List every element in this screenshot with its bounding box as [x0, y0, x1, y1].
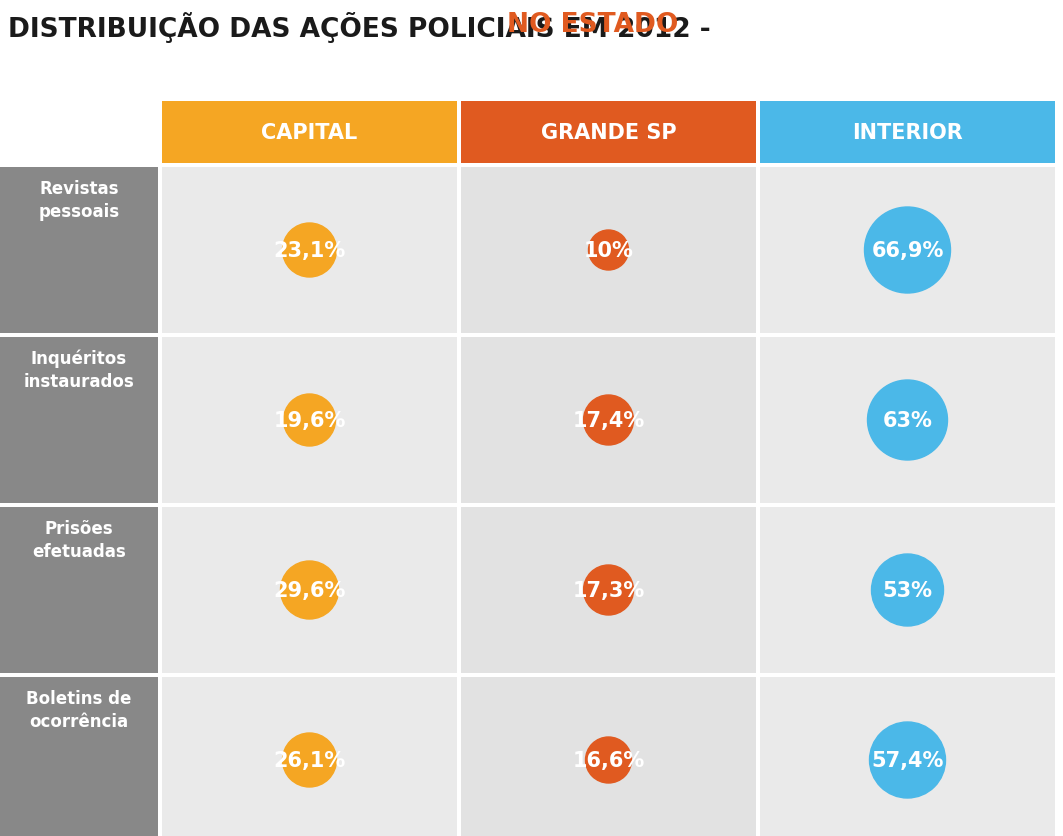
Bar: [760, 102, 1054, 164]
Text: 63%: 63%: [882, 410, 932, 431]
Text: 23,1%: 23,1%: [273, 241, 345, 261]
Bar: [0, 677, 158, 836]
Bar: [461, 168, 756, 334]
Circle shape: [283, 733, 337, 787]
Bar: [760, 507, 1054, 673]
Text: Prisões
efetuadas: Prisões efetuadas: [32, 519, 125, 560]
Circle shape: [586, 737, 631, 783]
Text: 57,4%: 57,4%: [872, 750, 944, 770]
Text: Boletins de
ocorrência: Boletins de ocorrência: [27, 689, 132, 730]
Circle shape: [283, 224, 337, 278]
Circle shape: [872, 554, 944, 626]
Bar: [162, 168, 457, 334]
Circle shape: [870, 722, 945, 798]
Bar: [162, 677, 457, 836]
Text: 66,9%: 66,9%: [872, 241, 944, 261]
Circle shape: [584, 395, 634, 446]
Bar: [162, 338, 457, 503]
Text: INTERIOR: INTERIOR: [853, 123, 963, 143]
Circle shape: [864, 208, 950, 293]
Bar: [760, 338, 1054, 503]
Bar: [162, 507, 457, 673]
Text: 10%: 10%: [584, 241, 634, 261]
Circle shape: [284, 395, 336, 446]
Bar: [461, 507, 756, 673]
Text: DISTRIBUIÇÃO DAS AÇÕES POLICIAIS EM 2012 -: DISTRIBUIÇÃO DAS AÇÕES POLICIAIS EM 2012…: [9, 12, 720, 43]
Text: 19,6%: 19,6%: [273, 410, 345, 431]
Bar: [0, 338, 158, 503]
Bar: [760, 168, 1054, 334]
Text: NO ESTADO: NO ESTADO: [507, 12, 678, 38]
Circle shape: [281, 561, 338, 619]
Text: 17,3%: 17,3%: [572, 580, 644, 600]
Text: 53%: 53%: [882, 580, 932, 600]
Bar: [162, 102, 457, 164]
Text: Revistas
pessoais: Revistas pessoais: [38, 180, 119, 221]
Bar: [0, 168, 158, 334]
Text: Inquéritos
instaurados: Inquéritos instaurados: [23, 349, 134, 391]
Circle shape: [584, 565, 634, 615]
Bar: [760, 677, 1054, 836]
Text: 26,1%: 26,1%: [273, 750, 345, 770]
Bar: [461, 102, 756, 164]
Bar: [461, 677, 756, 836]
Circle shape: [867, 380, 947, 461]
Text: GRANDE SP: GRANDE SP: [541, 123, 676, 143]
Bar: [0, 507, 158, 673]
Bar: [461, 338, 756, 503]
Text: 17,4%: 17,4%: [572, 410, 644, 431]
Text: CAPITAL: CAPITAL: [261, 123, 357, 143]
Circle shape: [589, 231, 628, 271]
Text: 16,6%: 16,6%: [572, 750, 644, 770]
Text: 29,6%: 29,6%: [273, 580, 345, 600]
